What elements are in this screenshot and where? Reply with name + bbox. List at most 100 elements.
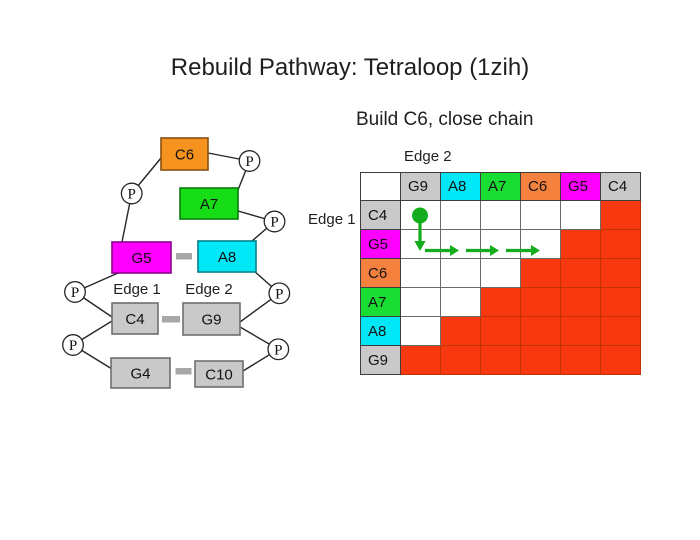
matrix-cell-A8-G9 <box>400 316 441 346</box>
matrix-row-C6: C6 <box>360 258 641 288</box>
matrix-cell-G5-G5 <box>560 229 601 259</box>
matrix-row-header-A8: A8 <box>360 316 401 346</box>
matrix-row-header-C6: C6 <box>360 258 401 288</box>
node-C6 <box>160 137 209 171</box>
node-C6-label: C6 <box>175 147 194 164</box>
matrix-cell-G5-A7 <box>480 229 521 259</box>
matrix-cell-C6-G5 <box>560 258 601 288</box>
matrix-cell-G5-C6 <box>520 229 561 259</box>
matrix-cell-C4-A7 <box>480 200 521 230</box>
matrix-cell-C6-C6 <box>520 258 561 288</box>
pair-dash-c4-g9 <box>162 316 180 323</box>
node-A8 <box>197 240 257 273</box>
matrix-cell-A8-C6 <box>520 316 561 346</box>
phosphate-label: P <box>270 215 278 231</box>
matrix-cell-G9-C4 <box>600 345 641 375</box>
matrix-row-header-C4: C4 <box>360 200 401 230</box>
matrix-col-header-C4: C4 <box>600 172 641 201</box>
matrix-cell-G9-A8 <box>440 345 481 375</box>
matrix-cell-C6-A7 <box>480 258 521 288</box>
matrix-row-G9: G9 <box>360 345 641 375</box>
matrix-row-A8: A8 <box>360 316 641 346</box>
matrix-cell-G5-C4 <box>600 229 641 259</box>
matrix-cell-C4-G5 <box>560 200 601 230</box>
matrix-row-header-G5: G5 <box>360 229 401 259</box>
matrix-cell-C4-C4 <box>600 200 641 230</box>
residue-nodes: C6 A7 G5 A8 C4 G9 G4 C10 <box>110 137 257 389</box>
matrix-cell-A7-G9 <box>400 287 441 317</box>
slide-title: Rebuild Pathway: Tetraloop (1zih) <box>170 54 530 81</box>
node-A8-label: A8 <box>218 249 236 266</box>
matrix-cell-A7-A8 <box>440 287 481 317</box>
matrix-cell-A8-G5 <box>560 316 601 346</box>
matrix-row-C4: C4 <box>360 200 641 230</box>
matrix-cell-G5-A8 <box>440 229 481 259</box>
phosphate-label: P <box>275 286 283 302</box>
node-G4 <box>110 357 171 389</box>
matrix-cell-C6-G9 <box>400 258 441 288</box>
diagram-edge2-label: Edge 2 <box>185 281 233 298</box>
node-C10-label: C10 <box>205 367 233 384</box>
phosphate-circle <box>267 338 290 361</box>
matrix-row-header-A7: A7 <box>360 287 401 317</box>
phosphate-label: P <box>128 187 136 203</box>
matrix-col-header-A7: A7 <box>480 172 521 201</box>
rebuild-matrix: G9 A8 A7 C6 G5 C4 C4 G5 C6 A7 A8 G9 <box>360 172 641 375</box>
matrix-cell-A7-A7 <box>480 287 521 317</box>
node-A7 <box>179 187 239 220</box>
node-G9 <box>182 302 241 336</box>
matrix-cell-G5-G9 <box>400 229 441 259</box>
node-C10 <box>194 360 244 388</box>
matrix-cell-A7-C4 <box>600 287 641 317</box>
phosphate-circle <box>263 210 286 233</box>
matrix-cell-G9-G5 <box>560 345 601 375</box>
matrix-col-header-G5: G5 <box>560 172 601 201</box>
base-pair-dashes <box>162 253 192 375</box>
matrix-row-G5: G5 <box>360 229 641 259</box>
diagram-edge1-label: Edge 1 <box>113 281 161 298</box>
node-A7-label: A7 <box>200 196 218 213</box>
connector-lines <box>72 152 280 372</box>
matrix-col-header-G9: G9 <box>400 172 441 201</box>
matrix-edge2-label: Edge 2 <box>404 148 452 165</box>
matrix-subtitle: Build C6, close chain <box>356 109 534 130</box>
matrix-col-header-A8: A8 <box>440 172 481 201</box>
pair-dash-g4-c10 <box>175 368 192 375</box>
node-G9-label: G9 <box>201 312 221 329</box>
matrix-cell-G9-G9 <box>400 345 441 375</box>
matrix-cell-C4-A8 <box>440 200 481 230</box>
phosphate-circle <box>238 150 261 172</box>
phosphate-label: P <box>71 285 79 301</box>
node-G4-label: G4 <box>130 366 150 383</box>
matrix-cell-C4-G9 <box>400 200 441 230</box>
matrix-cell-C6-A8 <box>440 258 481 288</box>
matrix-cell-A8-A8 <box>440 316 481 346</box>
phosphate-label: P <box>69 338 77 354</box>
node-C4-label: C4 <box>125 311 144 328</box>
node-G5 <box>111 241 172 274</box>
matrix-cell-A7-C6 <box>520 287 561 317</box>
matrix-edge1-label: Edge 1 <box>308 211 356 228</box>
matrix-cell-A8-A7 <box>480 316 521 346</box>
matrix-cell-C6-C4 <box>600 258 641 288</box>
matrix-col-header-C6: C6 <box>520 172 561 201</box>
matrix-cell-C4-C6 <box>520 200 561 230</box>
matrix-cell-G9-C6 <box>520 345 561 375</box>
pair-dash-g5-a8 <box>176 253 192 260</box>
matrix-row-A7: A7 <box>360 287 641 317</box>
phosphate-circle <box>64 281 86 303</box>
phosphate-circle <box>268 282 291 305</box>
matrix-cell-A7-G5 <box>560 287 601 317</box>
phosphate-label: P <box>274 342 282 358</box>
node-G5-label: G5 <box>131 250 151 267</box>
phosphate-circle <box>120 182 143 205</box>
phosphate-label: P <box>245 154 253 170</box>
phosphate-circles: P P P P P P P <box>62 150 291 361</box>
matrix-cell-G9-A7 <box>480 345 521 375</box>
phosphate-circle <box>62 334 84 356</box>
matrix-corner-cell <box>360 172 401 201</box>
node-C4 <box>111 302 159 335</box>
matrix-cell-A8-C4 <box>600 316 641 346</box>
matrix-row-header-G9: G9 <box>360 345 401 375</box>
